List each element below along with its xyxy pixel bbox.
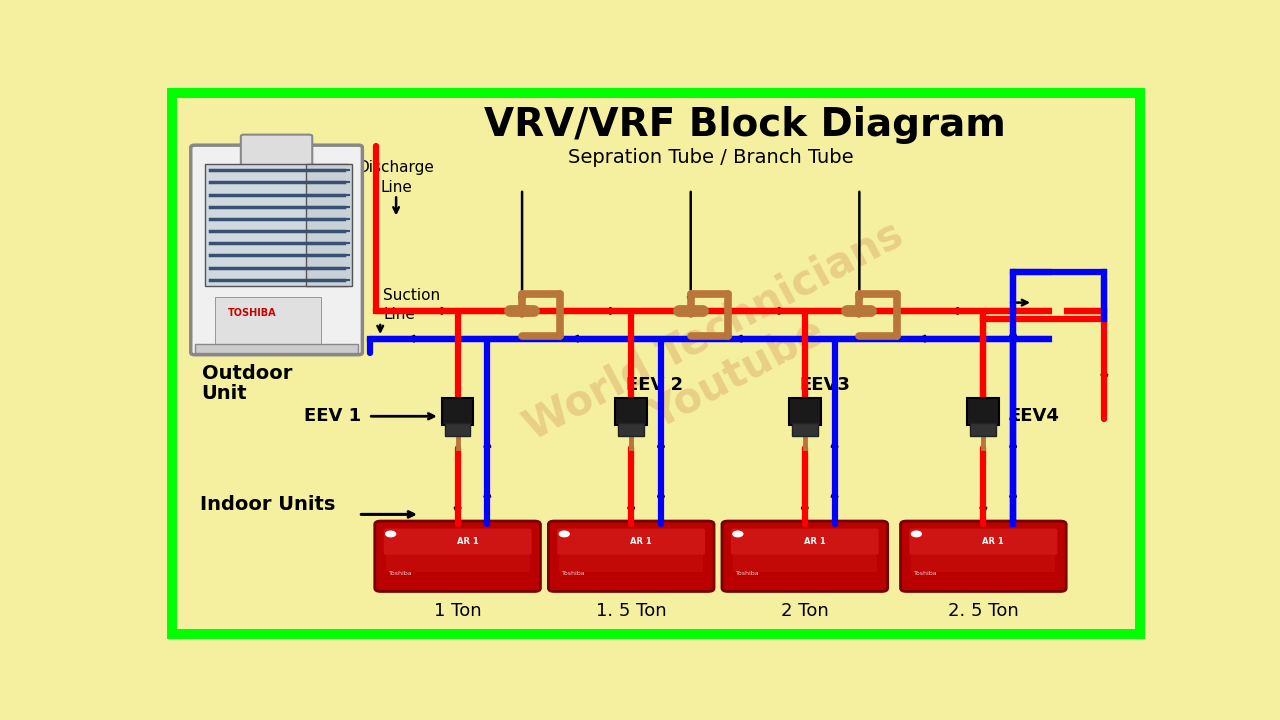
Bar <box>444 423 471 436</box>
Text: Toshiba: Toshiba <box>562 572 586 577</box>
Text: Line: Line <box>383 307 415 322</box>
Text: Discharge: Discharge <box>357 160 434 175</box>
Text: EEV3: EEV3 <box>800 376 851 394</box>
Bar <box>306 164 352 286</box>
FancyBboxPatch shape <box>731 528 878 554</box>
Text: AR 1: AR 1 <box>630 536 652 546</box>
FancyBboxPatch shape <box>557 528 705 554</box>
FancyBboxPatch shape <box>548 521 714 591</box>
Text: Unit: Unit <box>202 384 247 403</box>
Text: VRV/VRF Block Diagram: VRV/VRF Block Diagram <box>484 107 1006 144</box>
Circle shape <box>385 531 396 536</box>
Text: Outdoor: Outdoor <box>202 364 292 382</box>
Text: AR 1: AR 1 <box>983 536 1004 546</box>
Bar <box>788 398 820 425</box>
Text: AR 1: AR 1 <box>804 536 826 546</box>
Text: TOSHIBA: TOSHIBA <box>228 308 276 318</box>
Bar <box>559 554 703 572</box>
Bar <box>205 164 348 286</box>
FancyBboxPatch shape <box>901 521 1066 591</box>
Text: 1. 5 Ton: 1. 5 Ton <box>596 602 667 620</box>
FancyBboxPatch shape <box>191 145 362 355</box>
FancyBboxPatch shape <box>722 521 887 591</box>
Circle shape <box>733 531 742 536</box>
FancyBboxPatch shape <box>241 135 312 171</box>
Bar <box>911 554 1055 572</box>
Bar <box>195 344 358 353</box>
Text: Line: Line <box>380 179 412 194</box>
Circle shape <box>911 531 922 536</box>
Circle shape <box>559 531 570 536</box>
Text: Toshiba: Toshiba <box>914 572 938 577</box>
Bar <box>215 297 321 344</box>
FancyBboxPatch shape <box>910 528 1057 554</box>
Text: World Technicians
Youtube: World Technicians Youtube <box>517 213 933 492</box>
Bar <box>385 554 530 572</box>
Text: 2. 5 Ton: 2. 5 Ton <box>948 602 1019 620</box>
Bar <box>616 398 648 425</box>
Bar <box>968 398 1000 425</box>
FancyBboxPatch shape <box>384 528 531 554</box>
Text: Suction: Suction <box>383 287 440 302</box>
Bar <box>442 398 474 425</box>
Text: Indoor Units: Indoor Units <box>200 495 335 515</box>
FancyBboxPatch shape <box>375 521 540 591</box>
Text: 1 Ton: 1 Ton <box>434 602 481 620</box>
Text: Sepration Tube / Branch Tube: Sepration Tube / Branch Tube <box>568 148 854 167</box>
Text: EEV4: EEV4 <box>1009 408 1059 426</box>
Text: AR 1: AR 1 <box>457 536 479 546</box>
Bar <box>733 554 877 572</box>
Text: 2 Ton: 2 Ton <box>781 602 828 620</box>
Bar <box>792 423 818 436</box>
Text: Toshiba: Toshiba <box>736 572 759 577</box>
Bar <box>970 423 996 436</box>
Text: EEV 2: EEV 2 <box>626 376 684 394</box>
Text: Toshiba: Toshiba <box>389 572 412 577</box>
Text: EEV 1: EEV 1 <box>303 408 361 426</box>
Bar <box>618 423 644 436</box>
